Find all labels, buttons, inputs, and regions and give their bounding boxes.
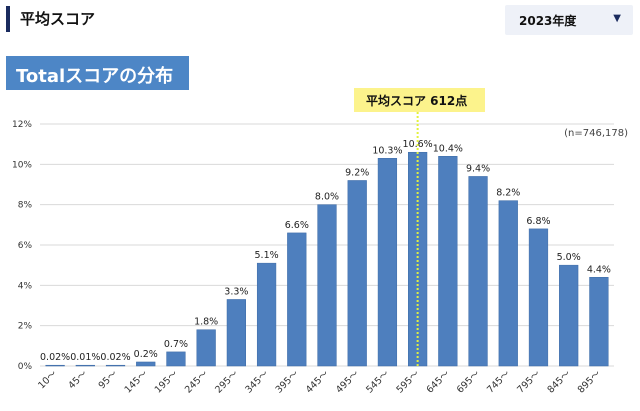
data-label: 10.3%	[372, 145, 402, 156]
page-title: 平均スコア	[20, 10, 96, 28]
bar	[528, 228, 549, 367]
score-distribution-chart: 0% 2% 4% 6% 8% 10% 12% 0.02% 10～ 0.01% 45～ 0.02% 95～…	[0, 92, 640, 411]
year-select-value: 2023年度	[519, 14, 577, 28]
bar	[226, 299, 246, 367]
x-tick-label: 745～	[485, 368, 513, 396]
y-tick-label: 8%	[18, 201, 33, 211]
x-tick-label: 295～	[213, 368, 241, 396]
x-tick-label: 95～	[97, 368, 120, 391]
data-label: 9.2%	[345, 167, 369, 178]
chevron-down-icon: ▼	[613, 13, 621, 24]
data-label: 6.6%	[285, 220, 309, 231]
x-tick-label: 195～	[153, 368, 181, 396]
x-tick-label: 595～	[394, 368, 422, 396]
y-tick-label: 0%	[18, 362, 33, 372]
data-label: 6.8%	[526, 216, 550, 227]
x-tick-label: 645～	[425, 368, 453, 396]
x-tick-label: 445～	[304, 368, 332, 396]
x-tick-label: 145～	[123, 368, 151, 396]
data-label: 10.4%	[433, 143, 463, 154]
bar	[347, 180, 367, 367]
section-banner: Totalスコアの分布	[6, 56, 189, 90]
bar	[45, 364, 65, 367]
chart-svg: 0% 2% 4% 6% 8% 10% 12% 0.02% 10～ 0.01% 45～ 0.02% 95～…	[12, 112, 614, 396]
x-tick-label: 895～	[576, 368, 604, 396]
y-tick-label: 4%	[18, 281, 33, 291]
data-label: 9.4%	[466, 163, 490, 174]
data-label: 8.0%	[315, 192, 339, 203]
bar	[589, 277, 609, 367]
bar	[166, 351, 186, 367]
x-tick-label: 495～	[334, 368, 362, 396]
data-label: 5.0%	[557, 252, 581, 263]
data-label: 0.02%	[40, 352, 70, 363]
data-label: 5.1%	[255, 250, 279, 261]
bar	[377, 158, 398, 367]
data-label: 3.3%	[224, 286, 248, 297]
bar	[559, 264, 579, 367]
average-score-text: 平均スコア 612点	[366, 94, 468, 108]
x-tick-label: 845～	[545, 368, 573, 396]
page-header: 平均スコア 2023年度 ▼	[0, 0, 640, 40]
bar	[75, 364, 95, 367]
y-tick-label: 12%	[12, 120, 32, 130]
data-label: 0.02%	[100, 352, 130, 363]
data-label: 0.7%	[164, 339, 188, 350]
bar	[468, 176, 488, 367]
x-tick-label: 245～	[183, 368, 211, 396]
bar	[317, 204, 337, 367]
bar	[498, 200, 518, 367]
bar	[256, 262, 277, 367]
data-label: 1.8%	[194, 317, 218, 328]
x-tick-label: 10～	[36, 368, 59, 391]
bar	[438, 156, 458, 367]
x-tick-label: 395～	[274, 368, 302, 396]
bar	[136, 361, 156, 367]
bar	[196, 329, 216, 367]
bar	[287, 232, 307, 367]
y-tick-label: 2%	[18, 322, 33, 332]
y-tick-label: 10%	[12, 160, 32, 170]
average-score-badge: 平均スコア 612点	[354, 88, 485, 112]
year-select[interactable]: 2023年度 ▼	[505, 5, 633, 35]
x-tick-label: 695～	[455, 368, 483, 396]
bar	[105, 364, 126, 367]
sample-size-note: (n=746,178)	[564, 128, 628, 139]
y-tick-label: 6%	[18, 241, 33, 251]
data-label: 0.2%	[134, 349, 158, 360]
x-tick-label: 345～	[243, 368, 271, 396]
data-label: 8.2%	[496, 188, 520, 199]
header-accent-bar	[6, 6, 10, 32]
data-label: 4.4%	[587, 264, 611, 275]
x-tick-label: 545～	[364, 368, 392, 396]
x-tick-label: 795～	[515, 368, 543, 396]
x-tick-label: 45～	[66, 368, 89, 391]
section-title: Totalスコアの分布	[16, 66, 174, 87]
data-label: 0.01%	[70, 352, 100, 363]
